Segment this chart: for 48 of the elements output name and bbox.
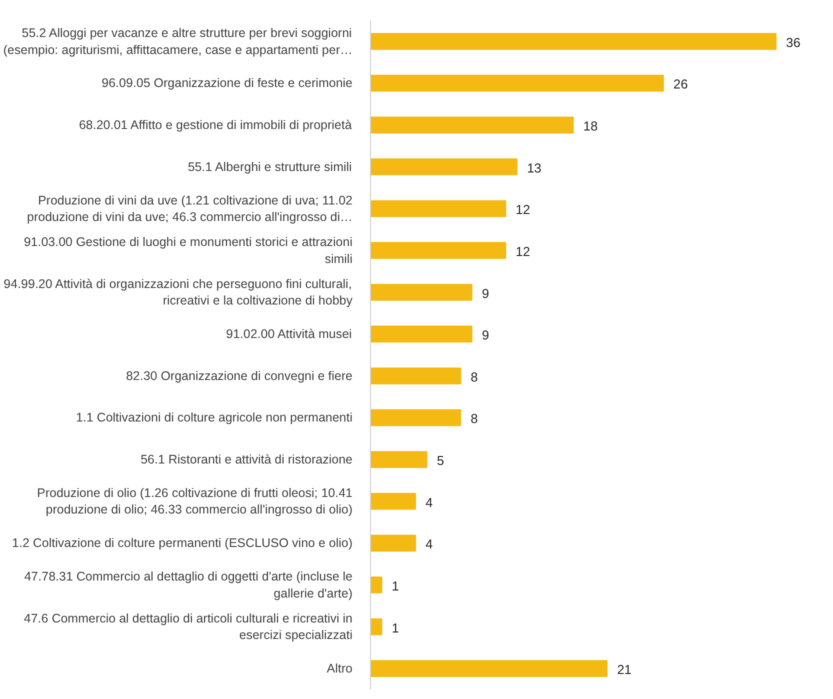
bar [370,660,608,678]
bar [370,116,574,134]
data-label: 1 [392,620,399,636]
bar [370,200,506,218]
y-tick-label: 1.2 Coltivazione di colture permanenti (ESCLUSO vino e olio) [12,536,353,550]
data-label: 4 [426,536,433,552]
data-label: 36 [786,34,801,50]
y-tick-label: 94.99.20 Attività di organizzazioni che perseguono fini culturali, ricreativi e la coltivazione di hobby [4,276,354,308]
data-label: 26 [673,76,688,92]
data-label: 9 [482,286,490,301]
bar [370,492,416,510]
bar [370,242,506,259]
data-label: 9 [482,328,490,343]
y-tick-label: 68.20.01 Affitto e gestione di immobili di proprietà [78,118,352,132]
y-tick-label: 55.2 Alloggi per vacanze e altre strutture per brevi soggiorni (esempio: agriturismi, affittacamere, case e appartamenti per… [3,26,353,57]
bar [370,576,382,594]
y-tick-label: 82.30 Organizzazione di convegni e fiere [126,368,353,383]
data-label: 5 [436,453,444,468]
y-tick-label: Altro [326,662,353,676]
y-tick-label: 47.78.31 Commercio al dettaglio di oggetti d'arte (incluse le gallerie d'arte) [24,570,353,600]
y-tick-label: 96.09.05 Organizzazione di feste e cerimonie [102,76,353,90]
y-tick-label: 91.02.00 Attività musei [226,327,352,342]
y-tick-label: Produzione di vini da uve (1.21 coltivazione di uva; 11.02 produzione di vini da uve; 46.3 commercio all'ingrosso di… [27,193,353,224]
bar [370,158,518,176]
data-label: 13 [526,160,542,176]
data-label: 8 [470,369,478,384]
y-tick-label: Produzione di olio (1.26 coltivazione di frutti oleosi; 10.41 produzione di olio; 46.33 commercio all'ingrosso di olio) [37,486,353,517]
bar [370,409,462,426]
bar [370,284,472,301]
y-tick-label: 91.03.00 Gestione di luoghi e monumenti storici e attrazioni simili [24,235,353,266]
bar [370,451,428,468]
bar [370,534,416,552]
bar [370,367,462,384]
y-tick-label: 47.6 Commercio al dettaglio di articoli culturali e ricreativi in esercizi specializzati [24,611,353,642]
y-tick-label: 1.1 Coltivazioni di colture agricole non permanenti [76,410,353,425]
data-label: 8 [470,411,478,426]
y-tick-label: 56.1 Ristoranti e attività di ristorazione [140,452,353,467]
data-label: 12 [516,244,530,259]
data-label: 12 [516,202,530,218]
data-label: 4 [426,494,433,510]
bar [370,618,382,636]
bar [370,32,777,50]
bar [370,74,664,92]
data-label: 18 [583,118,598,134]
y-tick-label: 55.1 Alberghi e strutture simili [188,160,352,174]
data-label: 21 [617,662,632,678]
data-label: 1 [392,578,399,594]
bar [370,326,472,343]
